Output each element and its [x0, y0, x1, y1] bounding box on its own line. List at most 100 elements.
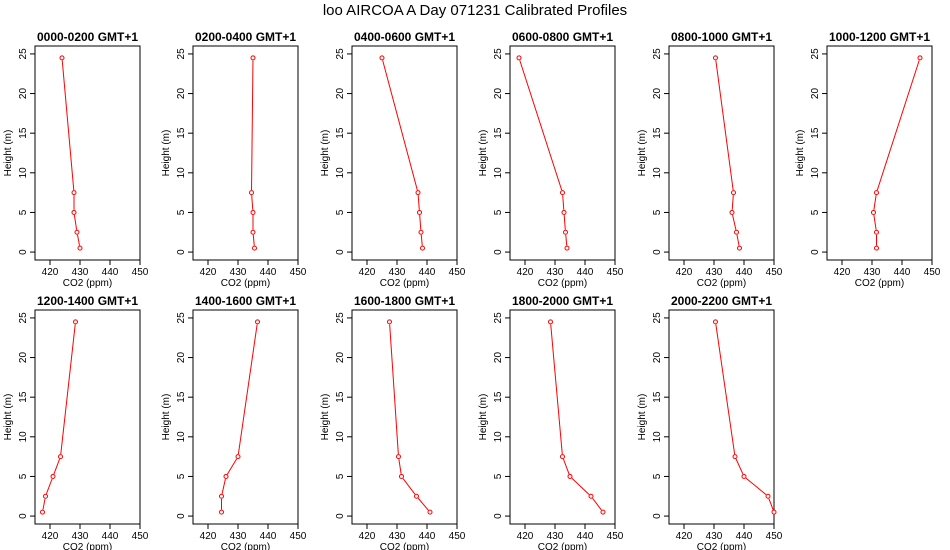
- data-point: [871, 209, 876, 215]
- data-point: [560, 454, 565, 460]
- y-tick-label: 5: [493, 473, 504, 479]
- y-tick-label: 20: [652, 88, 663, 100]
- y-tick-label: 10: [652, 167, 663, 179]
- panel-title: 1400-1600 GMT+1: [195, 294, 296, 308]
- series-segment: [768, 498, 774, 510]
- x-axis-label: CO2 (ppm): [697, 542, 746, 550]
- x-axis-label: CO2 (ppm): [855, 278, 904, 289]
- y-tick-label: 15: [176, 391, 187, 403]
- data-point: [563, 229, 568, 235]
- data-point: [737, 245, 742, 251]
- series-segment: [735, 458, 744, 475]
- plot-frame: [192, 309, 299, 525]
- x-tick-label: 430: [230, 531, 247, 542]
- x-tick-label: 440: [577, 531, 594, 542]
- y-tick-label: 15: [493, 391, 504, 403]
- data-point: [729, 209, 735, 215]
- y-axis-label: Height (m): [478, 394, 489, 441]
- y-tick-label: 0: [335, 513, 346, 519]
- series-segment: [731, 195, 734, 210]
- y-tick-label: 10: [335, 431, 346, 443]
- x-tick-label: 440: [419, 531, 436, 542]
- x-tick-label: 450: [607, 267, 624, 278]
- y-tick-label: 25: [335, 48, 346, 60]
- series-segment: [562, 458, 570, 475]
- data-point: [420, 245, 425, 251]
- data-point: [40, 509, 45, 515]
- y-tick-label: 15: [176, 127, 187, 139]
- x-tick-label: 430: [864, 267, 881, 278]
- x-tick-label: 420: [676, 531, 693, 542]
- series-segment: [519, 60, 563, 191]
- x-axis-label: CO2 (ppm): [221, 542, 270, 550]
- data-point: [588, 493, 594, 499]
- y-tick-label: 5: [18, 209, 29, 215]
- plot-frame: [34, 309, 141, 525]
- y-tick-label: 25: [335, 312, 346, 324]
- panel-title: 2000-2200 GMT+1: [671, 294, 772, 308]
- plot-frame: [668, 45, 775, 261]
- y-tick-label: 0: [18, 513, 29, 519]
- x-tick-label: 420: [42, 531, 59, 542]
- series-segment: [60, 324, 76, 455]
- y-tick-label: 5: [176, 473, 187, 479]
- profile-panel: 1400-1600 GMT+1 420 430 440 450 0 5 10 15 20 25 CO2…: [161, 294, 307, 550]
- y-tick-label: 5: [176, 209, 187, 215]
- y-tick-label: 5: [493, 209, 504, 215]
- x-axis-label: CO2 (ppm): [538, 278, 587, 289]
- x-tick-label: 420: [359, 267, 376, 278]
- plot-frame: [351, 309, 458, 525]
- x-tick-label: 420: [200, 531, 217, 542]
- x-tick-label: 450: [132, 531, 149, 542]
- y-tick-label: 20: [18, 88, 29, 100]
- series-segment: [592, 498, 602, 511]
- profile-panel: 0600-0800 GMT+1 420 430 440 450 0 5 10 15 20 25 CO2…: [478, 30, 624, 289]
- data-point: [219, 493, 224, 499]
- y-tick-label: 15: [493, 127, 504, 139]
- y-tick-label: 20: [176, 88, 187, 100]
- series-segment: [420, 234, 423, 246]
- profile-panel: 1600-1800 GMT+1 420 430 440 450 0 5 10 15 20 25 CO2…: [320, 294, 466, 550]
- x-tick-label: 440: [736, 531, 753, 542]
- x-tick-label: 430: [706, 531, 723, 542]
- plot-frame: [668, 309, 775, 525]
- data-point: [379, 55, 385, 61]
- data-point: [58, 454, 63, 460]
- y-tick-label: 20: [652, 352, 663, 364]
- x-tick-label: 430: [230, 267, 247, 278]
- panel-title: 1800-2000 GMT+1: [512, 294, 613, 308]
- x-tick-label: 450: [766, 531, 783, 542]
- x-axis-label: CO2 (ppm): [538, 542, 587, 550]
- profile-panel: 0200-0400 GMT+1 420 430 440 450 0 5 10 15 20 25 CO2…: [161, 30, 307, 289]
- data-point: [219, 509, 224, 515]
- y-tick-label: 25: [493, 48, 504, 60]
- data-point: [874, 229, 879, 235]
- series-segment: [45, 478, 53, 495]
- x-tick-label: 440: [260, 531, 277, 542]
- y-tick-label: 25: [18, 312, 29, 324]
- x-tick-label: 420: [200, 267, 217, 278]
- series-segment: [715, 324, 736, 455]
- y-tick-label: 15: [18, 391, 29, 403]
- data-point: [50, 473, 56, 479]
- series-segment: [565, 234, 568, 246]
- x-tick-label: 430: [72, 531, 89, 542]
- series-segment: [252, 234, 255, 246]
- y-tick-label: 20: [176, 352, 187, 364]
- y-tick-label: 10: [176, 431, 187, 443]
- y-tick-label: 10: [176, 167, 187, 179]
- data-point: [917, 55, 923, 61]
- y-tick-label: 0: [335, 249, 346, 255]
- x-tick-label: 450: [607, 531, 624, 542]
- data-point: [548, 319, 553, 325]
- data-point: [516, 55, 522, 61]
- data-point: [771, 509, 777, 515]
- data-point: [223, 473, 229, 479]
- y-tick-label: 0: [176, 249, 187, 255]
- y-axis-label: Height (m): [3, 394, 14, 441]
- x-axis-label: CO2 (ppm): [63, 278, 112, 289]
- y-tick-label: 20: [335, 88, 346, 100]
- x-tick-label: 450: [924, 267, 941, 278]
- profile-panel: 1200-1400 GMT+1 420 430 440 450 0 5 10 15 20 25 CO2…: [3, 294, 149, 550]
